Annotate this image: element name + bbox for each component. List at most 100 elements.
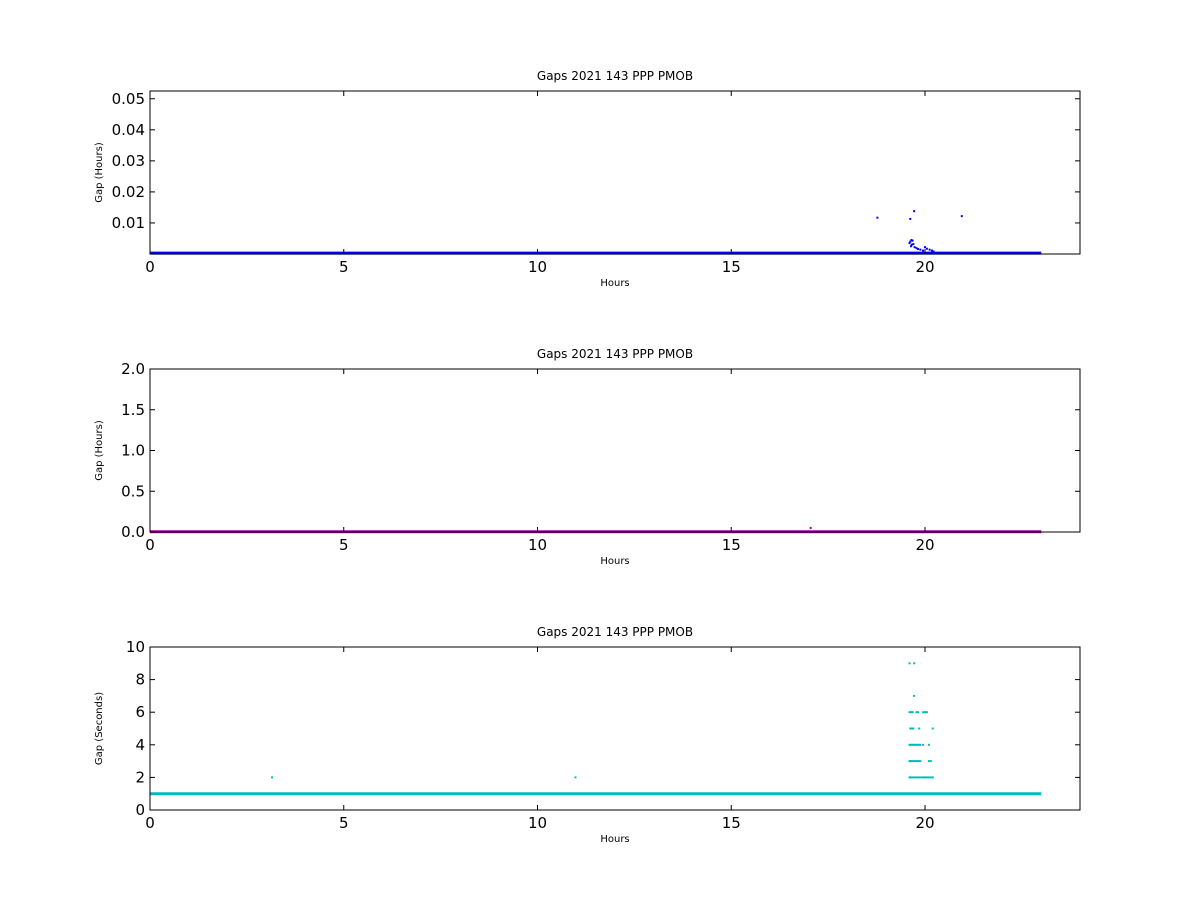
data-point bbox=[809, 526, 812, 529]
data-point bbox=[916, 760, 919, 763]
y-tick-label: 8 bbox=[135, 671, 145, 689]
chart-title: Gaps 2021 143 PPP PMOB bbox=[537, 347, 693, 361]
chart-panel-2: Gaps 2021 143 PPP PMOB Hours Gap (Hours) 0 5… bbox=[94, 347, 1081, 567]
chart-title: Gaps 2021 143 PPP PMOB bbox=[537, 69, 693, 83]
data-point bbox=[922, 711, 925, 714]
x-tick-label: 0 bbox=[145, 258, 155, 276]
data-point bbox=[922, 776, 925, 779]
y-tick-label: 2 bbox=[135, 768, 145, 786]
data-point bbox=[917, 760, 920, 763]
data-point bbox=[914, 776, 917, 779]
x-tick-label: 15 bbox=[722, 536, 741, 554]
data-point bbox=[919, 248, 922, 251]
data-point bbox=[919, 760, 922, 763]
data-point bbox=[913, 246, 916, 249]
data-point bbox=[914, 743, 917, 746]
data-point bbox=[910, 245, 913, 248]
data-point bbox=[916, 743, 919, 746]
data-point bbox=[918, 727, 921, 730]
data-point bbox=[910, 743, 913, 746]
data-point bbox=[924, 711, 926, 714]
x-tick-label: 20 bbox=[915, 536, 934, 554]
y-tick-label: 6 bbox=[135, 703, 145, 721]
y-tick-label: 0.04 bbox=[112, 121, 145, 139]
y-tick-label: 0.01 bbox=[112, 214, 145, 232]
y-tick-label: 0.02 bbox=[112, 183, 145, 201]
x-axis-label: Hours bbox=[600, 278, 629, 289]
y-tick-label: 0.05 bbox=[112, 90, 145, 108]
data-point bbox=[911, 760, 914, 763]
data-point bbox=[925, 776, 928, 779]
x-tick-label: 5 bbox=[339, 258, 349, 276]
data-point bbox=[876, 216, 879, 219]
data-point bbox=[918, 776, 921, 779]
data-point bbox=[910, 243, 913, 246]
y-tick-label: 0.03 bbox=[112, 152, 145, 170]
x-tick-label: 10 bbox=[528, 814, 547, 832]
data-point bbox=[912, 727, 915, 730]
data-point bbox=[913, 694, 916, 697]
data-point bbox=[915, 247, 918, 250]
x-tick-label: 0 bbox=[145, 814, 155, 832]
data-point bbox=[913, 743, 916, 746]
data-point bbox=[929, 760, 932, 763]
y-tick-label: 1.5 bbox=[121, 401, 145, 419]
x-tick-label: 5 bbox=[339, 814, 349, 832]
data-point bbox=[911, 711, 914, 714]
y-axis-label: Gap (Hours) bbox=[94, 420, 105, 481]
x-tick-label: 15 bbox=[722, 258, 741, 276]
data-point bbox=[908, 760, 911, 763]
y-tick-label: 4 bbox=[135, 736, 145, 754]
data-point bbox=[910, 711, 913, 714]
data-point bbox=[574, 776, 577, 779]
data-point bbox=[909, 727, 912, 730]
data-point bbox=[932, 250, 935, 253]
x-tick-label: 20 bbox=[915, 258, 934, 276]
data-point bbox=[927, 776, 930, 779]
data-point bbox=[928, 248, 931, 251]
data-point bbox=[910, 239, 913, 242]
y-tick-label: 0.5 bbox=[121, 482, 145, 500]
data-point bbox=[909, 240, 912, 243]
y-axis-label: Gap (Hours) bbox=[94, 142, 105, 203]
data-point bbox=[931, 776, 934, 779]
data-point bbox=[929, 776, 932, 779]
data-point bbox=[917, 711, 920, 714]
data-point bbox=[922, 249, 925, 252]
data-point bbox=[271, 776, 274, 779]
y-tick-label: 1.0 bbox=[121, 442, 145, 460]
y-tick-label: 10 bbox=[126, 638, 145, 656]
data-point bbox=[913, 210, 916, 213]
data-point bbox=[912, 776, 915, 779]
chart-panel-3: Gaps 2021 143 PPP PMOB Hours Gap (Seconds)… bbox=[94, 625, 1081, 845]
data-point bbox=[916, 776, 919, 779]
data-point bbox=[913, 760, 916, 763]
x-axis-label: Hours bbox=[600, 834, 629, 845]
x-tick-label: 10 bbox=[528, 258, 547, 276]
data-point bbox=[960, 215, 963, 218]
data-point bbox=[919, 743, 922, 746]
data-point bbox=[912, 243, 915, 246]
y-tick-label: 0 bbox=[135, 801, 145, 819]
data-point bbox=[931, 727, 934, 730]
data-point bbox=[911, 239, 914, 242]
data-point bbox=[910, 776, 913, 779]
data-point bbox=[924, 246, 926, 249]
data-point bbox=[908, 776, 911, 779]
data-point bbox=[915, 711, 918, 714]
plot-frame bbox=[149, 368, 1081, 533]
data-point bbox=[922, 743, 925, 746]
data-point bbox=[909, 217, 912, 220]
data-point bbox=[924, 776, 926, 779]
data-point bbox=[908, 242, 911, 245]
x-tick-label: 20 bbox=[915, 814, 934, 832]
data-point bbox=[925, 711, 928, 714]
data-point bbox=[908, 711, 911, 714]
y-tick-label: 2.0 bbox=[121, 360, 145, 378]
data-point bbox=[925, 247, 928, 250]
data-point bbox=[930, 249, 933, 252]
data-point bbox=[908, 662, 911, 665]
data-point bbox=[914, 760, 917, 763]
data-point bbox=[913, 662, 916, 665]
